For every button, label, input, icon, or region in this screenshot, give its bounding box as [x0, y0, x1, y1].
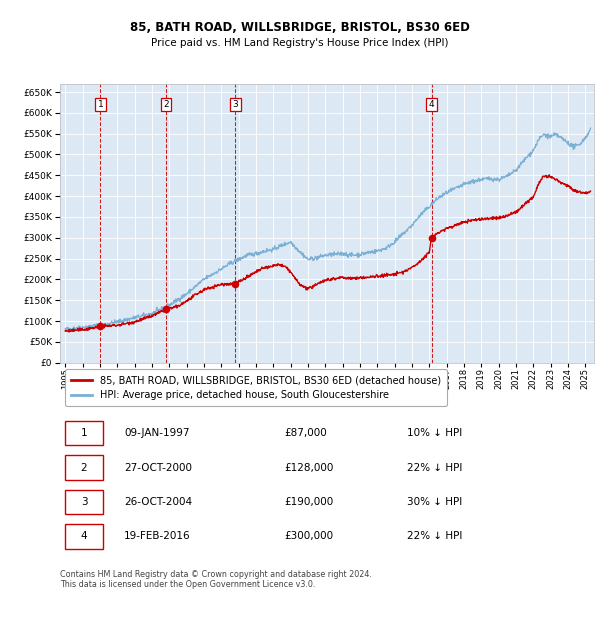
Text: Price paid vs. HM Land Registry's House Price Index (HPI): Price paid vs. HM Land Registry's House …	[151, 38, 449, 48]
Text: 2: 2	[163, 100, 169, 109]
Text: 4: 4	[81, 531, 88, 541]
Text: 22% ↓ HPI: 22% ↓ HPI	[407, 463, 463, 472]
Text: Contains HM Land Registry data © Crown copyright and database right 2024.
This d: Contains HM Land Registry data © Crown c…	[60, 570, 372, 589]
Legend: 85, BATH ROAD, WILLSBRIDGE, BRISTOL, BS30 6ED (detached house), HPI: Average pri: 85, BATH ROAD, WILLSBRIDGE, BRISTOL, BS3…	[65, 370, 447, 405]
Text: £190,000: £190,000	[284, 497, 334, 507]
Text: 1: 1	[98, 100, 103, 109]
Text: 4: 4	[429, 100, 434, 109]
Text: 3: 3	[81, 497, 88, 507]
Text: £87,000: £87,000	[284, 428, 327, 438]
Text: 22% ↓ HPI: 22% ↓ HPI	[407, 531, 463, 541]
Text: 09-JAN-1997: 09-JAN-1997	[124, 428, 190, 438]
Text: 1: 1	[81, 428, 88, 438]
Text: £300,000: £300,000	[284, 531, 334, 541]
Text: 10% ↓ HPI: 10% ↓ HPI	[407, 428, 463, 438]
FancyBboxPatch shape	[65, 420, 103, 445]
Text: 85, BATH ROAD, WILLSBRIDGE, BRISTOL, BS30 6ED: 85, BATH ROAD, WILLSBRIDGE, BRISTOL, BS3…	[130, 22, 470, 34]
Text: 26-OCT-2004: 26-OCT-2004	[124, 497, 192, 507]
Text: 27-OCT-2000: 27-OCT-2000	[124, 463, 192, 472]
Text: 3: 3	[233, 100, 238, 109]
FancyBboxPatch shape	[65, 524, 103, 549]
Text: 30% ↓ HPI: 30% ↓ HPI	[407, 497, 463, 507]
Text: 2: 2	[81, 463, 88, 472]
Text: 19-FEB-2016: 19-FEB-2016	[124, 531, 191, 541]
FancyBboxPatch shape	[65, 490, 103, 515]
Text: £128,000: £128,000	[284, 463, 334, 472]
FancyBboxPatch shape	[65, 455, 103, 480]
